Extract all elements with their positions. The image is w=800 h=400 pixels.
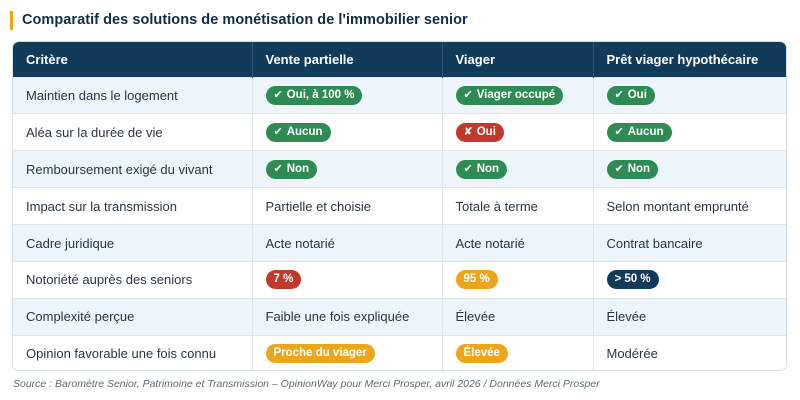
check-icon: ✔ [614, 162, 624, 175]
badge-label: Aucun [627, 125, 664, 138]
value-cell: ✔ Non [252, 150, 443, 188]
criterion-cell: Impact sur la transmission [13, 187, 253, 225]
page-title: Comparatif des solutions de monétisation… [22, 12, 468, 28]
column-header-pret-viager: Prêt viager hypothécaire [593, 42, 786, 77]
table-header-row: Critère Vente partielle Viager Prêt viag… [13, 42, 786, 77]
check-icon: ✔ [614, 125, 624, 138]
criterion-cell: Cadre juridique [13, 224, 253, 262]
value-cell: Totale à terme [442, 187, 594, 225]
status-badge: 95 % [455, 270, 498, 290]
value-cell: > 50 % [593, 260, 786, 299]
badge-label: 7 % [273, 273, 294, 286]
status-badge: ✘ Oui [455, 122, 504, 142]
value-cell: Élevée [593, 297, 786, 336]
value-cell: Faible une fois expliquée [252, 297, 443, 336]
column-header-vente-partielle: Vente partielle [252, 42, 443, 77]
table-row: Complexité perçue Faible une fois expliqu… [13, 297, 786, 336]
status-badge: ✔ Non [265, 159, 318, 179]
value-cell: Élevée [442, 297, 594, 336]
value-cell: ✘ Oui [442, 113, 594, 151]
value-cell: ✔ Viager occupé [442, 76, 594, 114]
badge-label: Aucun [286, 125, 323, 138]
table-row: Opinion favorable une fois connu Proche d… [13, 334, 786, 370]
status-badge: ✔ Non [606, 159, 659, 179]
table-body: Maintien dans le logement ✔ Oui, à 100 % ✔ V… [13, 76, 786, 370]
badge-label: Oui [627, 88, 647, 101]
cross-icon: ✘ [463, 125, 473, 138]
badge-label: Non [476, 162, 500, 175]
value-cell: ✔ Aucun [593, 113, 786, 151]
table-row: Maintien dans le logement ✔ Oui, à 100 % ✔ V… [13, 76, 786, 114]
table-row: Cadre juridique Acte notarié Acte notarié C… [13, 224, 786, 262]
status-badge: ✔ Viager occupé [455, 85, 564, 105]
table-row: Remboursement exigé du vivant ✔ Non ✔ Non ✔ No… [13, 150, 786, 188]
criterion-cell: Aléa sur la durée de vie [13, 113, 253, 151]
criterion-cell: Notoriété auprès des seniors [13, 260, 253, 299]
value-cell: ✔ Aucun [252, 113, 443, 151]
comparison-table-container: Critère Vente partielle Viager Prêt viag… [12, 41, 787, 371]
badge-label: 95 % [463, 273, 490, 286]
status-badge: 7 % [265, 270, 302, 290]
check-icon: ✔ [463, 162, 473, 175]
check-icon: ✔ [614, 88, 624, 101]
value-cell: 95 % [442, 260, 594, 299]
status-badge: ✔ Oui [606, 85, 655, 105]
column-header-viager: Viager [442, 42, 594, 77]
value-cell: ✔ Oui, à 100 % [252, 76, 443, 114]
table-row: Impact sur la transmission Partielle et c… [13, 187, 786, 225]
criterion-cell: Complexité perçue [13, 297, 253, 336]
value-cell: Élevée [442, 334, 594, 370]
badge-label: Élevée [463, 347, 500, 360]
title-accent-bar [10, 10, 13, 30]
badge-label: > 50 % [614, 273, 651, 286]
comparison-table: Critère Vente partielle Viager Prêt viag… [13, 42, 786, 370]
value-cell: ✔ Oui [593, 76, 786, 114]
badge-label: Oui, à 100 % [286, 88, 355, 101]
status-badge: ✔ Oui, à 100 % [265, 85, 363, 105]
table-row: Aléa sur la durée de vie ✔ Aucun ✘ Oui ✔ Aucun [13, 113, 786, 151]
value-cell: Modérée [593, 334, 786, 370]
value-cell: Partielle et choisie [252, 187, 443, 225]
status-badge: ✔ Non [455, 159, 508, 179]
page-title-bar: Comparatif des solutions de monétisation… [10, 9, 468, 31]
status-badge: ✔ Aucun [606, 122, 672, 142]
check-icon: ✔ [273, 88, 283, 101]
value-cell: ✔ Non [593, 150, 786, 188]
criterion-cell: Maintien dans le logement [13, 76, 253, 114]
status-badge: ✔ Aucun [265, 122, 331, 142]
table-header: Critère Vente partielle Viager Prêt viag… [13, 42, 786, 77]
value-cell: Proche du viager [252, 334, 443, 370]
value-cell: ✔ Non [442, 150, 594, 188]
badge-label: Non [627, 162, 651, 175]
status-badge: Élevée [455, 344, 508, 364]
check-icon: ✔ [273, 162, 283, 175]
status-badge: > 50 % [606, 270, 659, 290]
criterion-cell: Remboursement exigé du vivant [13, 150, 253, 188]
table-row: Notoriété auprès des seniors 7 % 95 % > 50 … [13, 260, 786, 299]
check-icon: ✔ [273, 125, 283, 138]
value-cell: Contrat bancaire [593, 224, 786, 262]
badge-label: Viager occupé [476, 88, 556, 101]
badge-label: Proche du viager [273, 347, 367, 360]
value-cell: Selon montant emprunté [593, 187, 786, 225]
badge-label: Non [286, 162, 310, 175]
check-icon: ✔ [463, 88, 473, 101]
source-note: Source : Baromètre Senior, Patrimoine et… [13, 378, 600, 390]
criterion-cell: Opinion favorable une fois connu [13, 334, 253, 370]
column-header-criterion: Critère [13, 42, 253, 77]
badge-label: Oui [476, 125, 496, 138]
value-cell: Acte notarié [442, 224, 594, 262]
status-badge: Proche du viager [265, 344, 375, 364]
value-cell: Acte notarié [252, 224, 443, 262]
value-cell: 7 % [252, 260, 443, 299]
